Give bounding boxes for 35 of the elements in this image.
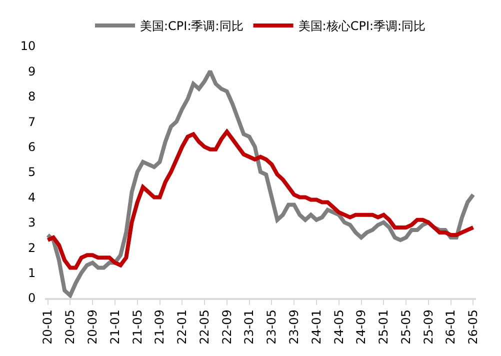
y-tick-label: 7 bbox=[28, 114, 36, 129]
legend-label: 美国:核心CPI:季调:同比 bbox=[298, 19, 426, 34]
x-tick-label: 25-09 bbox=[421, 310, 436, 344]
y-tick-label: 3 bbox=[28, 216, 36, 230]
y-tick-label: 0 bbox=[28, 291, 36, 306]
x-tick-label: 26-01 bbox=[444, 310, 458, 344]
line-series bbox=[46, 130, 476, 270]
y-tick-label: 10 bbox=[20, 39, 36, 54]
y-tick-label: 6 bbox=[28, 140, 36, 154]
x-tick-label: 22-01 bbox=[175, 310, 190, 344]
x-tick-label: 21-05 bbox=[130, 310, 144, 344]
x-tick-label: 24-09 bbox=[354, 310, 368, 344]
x-tick-label: 23-09 bbox=[286, 310, 301, 344]
y-tick-label: 8 bbox=[28, 90, 36, 104]
x-tick-label: 25-01 bbox=[376, 310, 391, 344]
x-tick-label: 20-09 bbox=[85, 310, 100, 344]
x-tick-label: 20-05 bbox=[63, 310, 78, 344]
line-series bbox=[46, 69, 476, 298]
x-tick-label: 23-05 bbox=[264, 310, 279, 344]
y-tick-label: 2 bbox=[28, 240, 36, 255]
y-tick-label: 9 bbox=[28, 64, 36, 78]
x-tick-label: 23-01 bbox=[242, 310, 256, 344]
x-tick-label: 22-05 bbox=[197, 310, 212, 344]
x-tick-label: 25-05 bbox=[398, 310, 413, 344]
x-tick-label: 26-05 bbox=[466, 310, 480, 344]
x-tick-label: 24-01 bbox=[309, 310, 324, 344]
y-tick-label: 5 bbox=[28, 165, 36, 180]
x-tick-label: 20-01 bbox=[40, 310, 55, 344]
legend-label: 美国:CPI:季调:同比 bbox=[140, 19, 244, 34]
x-tick-label: 24-05 bbox=[332, 310, 346, 344]
x-tick-label: 21-01 bbox=[108, 310, 122, 344]
x-tick-label: 21-09 bbox=[152, 310, 167, 344]
y-tick-label: 1 bbox=[28, 266, 36, 280]
y-tick-label: 4 bbox=[28, 190, 36, 204]
x-tick-label: 22-09 bbox=[220, 310, 234, 344]
